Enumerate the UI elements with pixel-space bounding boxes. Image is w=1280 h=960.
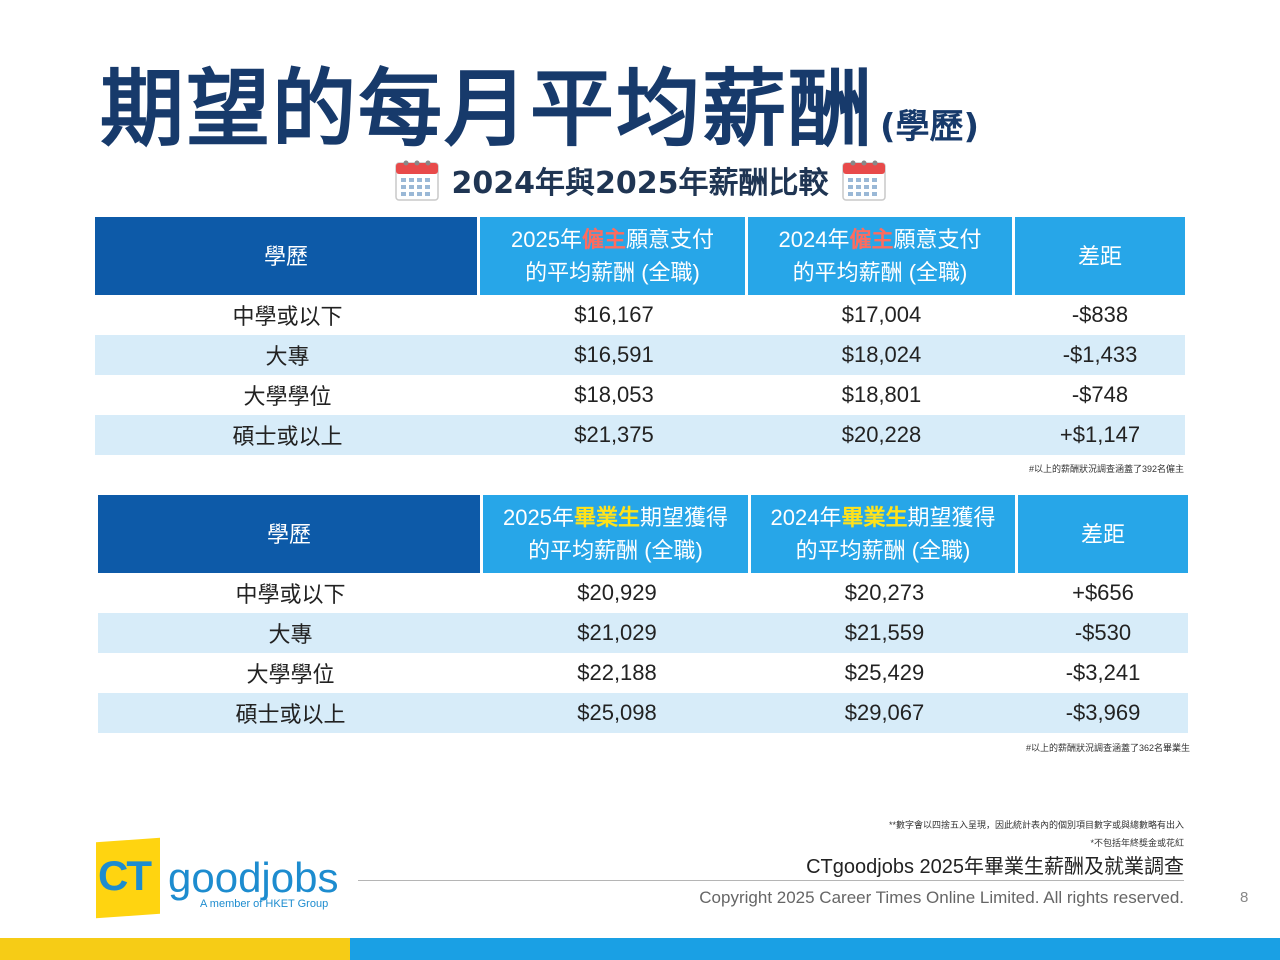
cell-difference: -$3,241 — [1065, 660, 1141, 685]
cell-2025: $21,375 — [480, 415, 748, 455]
header-education: 學歷 — [95, 217, 480, 295]
cell-2025: $16,591 — [480, 335, 748, 375]
logo-member-text: A member of HKET Group — [200, 898, 329, 910]
employer-sample-note: #以上的薪酬狀況調查涵蓋了392名僱主 — [1028, 464, 1184, 474]
header-2024-prefix: 2024年 — [770, 505, 842, 530]
cell-2024: $29,067 — [751, 693, 1018, 733]
cell-difference: -$748 — [1071, 382, 1129, 407]
table-row: 大學學位 $18,053 $18,801 -$748 — [95, 375, 1185, 415]
table-row: 中學或以下 $20,929 $20,273 +$656 — [98, 573, 1188, 613]
cell-education: 碩士或以上 — [95, 415, 480, 455]
header-2025: 2025年畢業生期望獲得 的平均薪酬 (全職) — [483, 495, 751, 573]
cell-difference: -$1,433 — [1015, 335, 1185, 375]
page-title: 期望的每月平均薪酬 (學歷) — [100, 42, 979, 163]
header-2025-keyword: 僱主 — [581, 227, 626, 252]
employer-salary-table: 學歷 2025年僱主願意支付 的平均薪酬 (全職) 2024年僱主願意支付 的平… — [95, 217, 1185, 455]
header-2025-prefix: 2025年 — [503, 505, 574, 530]
cell-difference: -$838 — [1071, 302, 1129, 327]
calendar-icon — [394, 160, 439, 201]
ctgoodjobs-logo: CT goodjobs A member of HKET Group — [96, 837, 346, 920]
cell-2024: $18,801 — [841, 382, 922, 407]
footnote-rounding: **數字會以四捨五入呈現，因此統計表內的個別項目數字或與總數略有出入 — [888, 820, 1184, 830]
cell-2025: $22,188 — [577, 660, 657, 685]
table-row: 大專 $21,029 $21,559 -$530 — [98, 613, 1188, 653]
cell-2024: $25,429 — [844, 660, 925, 685]
cell-education: 中學或以下 — [235, 582, 346, 607]
cell-2024: $20,228 — [748, 415, 1015, 455]
header-2025-keyword: 畢業生 — [573, 505, 640, 530]
page-title-sub: (學歷) — [880, 107, 980, 147]
header-difference: 差距 — [1015, 217, 1185, 295]
cell-2024: $18,024 — [748, 335, 1015, 375]
cell-education: 大學學位 — [243, 384, 332, 409]
cell-difference: +$656 — [1072, 580, 1134, 605]
header-2024-keyword: 僱主 — [849, 227, 894, 252]
footnote-bonus: *不包括年終獎金或花紅 — [1090, 838, 1184, 848]
cell-education: 大專 — [98, 613, 483, 653]
header-2025-suffix: 期望獲得 — [639, 505, 728, 530]
header-2025-line2: 的平均薪酬 (全職) — [528, 538, 703, 563]
header-2024-suffix: 願意支付 — [893, 227, 982, 252]
calendar-icon — [841, 160, 886, 201]
cell-education: 大專 — [95, 335, 480, 375]
page-number: 8 — [1240, 889, 1249, 906]
cell-education: 中學或以下 — [232, 304, 343, 329]
subtitle: 2024年與2025年薪酬比較 — [451, 166, 829, 201]
header-difference: 差距 — [1018, 495, 1188, 573]
header-2024-suffix: 期望獲得 — [907, 505, 996, 530]
graduate-salary-table: 學歷 2025年畢業生期望獲得 的平均薪酬 (全職) 2024年畢業生期望獲得 … — [98, 495, 1188, 733]
cell-2025: $20,929 — [577, 580, 657, 605]
copyright-text: Copyright 2025 Career Times Online Limit… — [699, 888, 1184, 907]
bottom-bar-blue — [350, 938, 1280, 960]
header-2025-suffix: 願意支付 — [625, 227, 714, 252]
cell-2024: $17,004 — [841, 302, 922, 327]
table-header-row: 學歷 2025年僱主願意支付 的平均薪酬 (全職) 2024年僱主願意支付 的平… — [95, 217, 1185, 295]
cell-2025: $21,029 — [483, 613, 751, 653]
table-row: 碩士或以上 $25,098 $29,067 -$3,969 — [98, 693, 1188, 733]
table-row: 大專 $16,591 $18,024 -$1,433 — [95, 335, 1185, 375]
cell-education: 大學學位 — [246, 662, 335, 687]
cell-education: 碩士或以上 — [98, 693, 483, 733]
cell-difference: -$3,969 — [1018, 693, 1188, 733]
header-2025-prefix: 2025年 — [511, 227, 582, 252]
header-2024-prefix: 2024年 — [778, 227, 850, 252]
cell-2025: $25,098 — [483, 693, 751, 733]
header-education: 學歷 — [98, 495, 483, 573]
header-2024-line2: 的平均薪酬 (全職) — [795, 538, 971, 563]
table-header-row: 學歷 2025年畢業生期望獲得 的平均薪酬 (全職) 2024年畢業生期望獲得 … — [98, 495, 1188, 573]
cell-2025: $18,053 — [574, 382, 654, 407]
cell-2024: $21,559 — [751, 613, 1018, 653]
logo-ct-text: CT — [98, 852, 152, 899]
cell-difference: +$1,147 — [1015, 415, 1185, 455]
table-row: 碩士或以上 $21,375 $20,228 +$1,147 — [95, 415, 1185, 455]
header-2025: 2025年僱主願意支付 的平均薪酬 (全職) — [480, 217, 748, 295]
header-2025-line2: 的平均薪酬 (全職) — [525, 260, 700, 285]
header-2024: 2024年畢業生期望獲得 的平均薪酬 (全職) — [751, 495, 1018, 573]
graduate-sample-note: #以上的薪酬狀況調查涵蓋了362名畢業生 — [1025, 743, 1190, 753]
footer-divider — [358, 880, 1184, 881]
page-title-main: 期望的每月平均薪酬 — [100, 60, 875, 158]
header-2024-line2: 的平均薪酬 (全職) — [792, 260, 968, 285]
table-row: 大學學位 $22,188 $25,429 -$3,241 — [98, 653, 1188, 693]
header-2024: 2024年僱主願意支付 的平均薪酬 (全職) — [748, 217, 1015, 295]
cell-difference: -$530 — [1018, 613, 1188, 653]
subtitle-bar: 2024年與2025年薪酬比較 — [385, 152, 895, 208]
survey-title: CTgoodjobs 2025年畢業生薪酬及就業調查 — [806, 856, 1184, 878]
header-2024-keyword: 畢業生 — [841, 505, 908, 530]
logo-goodjobs-text: goodjobs — [168, 854, 339, 901]
cell-2025: $16,167 — [574, 302, 654, 327]
cell-2024: $20,273 — [844, 580, 925, 605]
table-row: 中學或以下 $16,167 $17,004 -$838 — [95, 295, 1185, 335]
bottom-bar-yellow — [0, 938, 350, 960]
